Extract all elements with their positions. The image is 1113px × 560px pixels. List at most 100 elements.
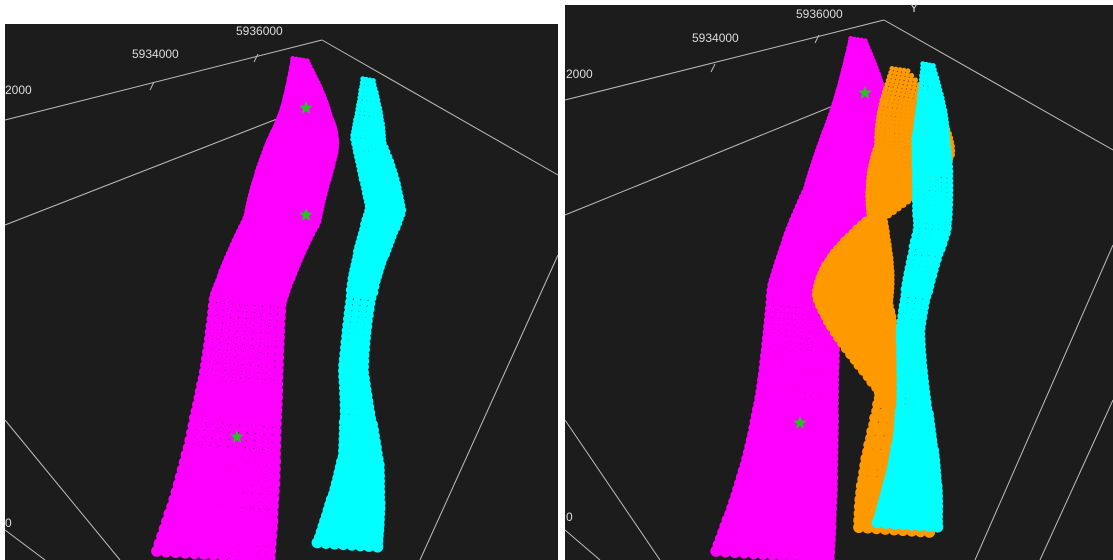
point <box>785 550 797 560</box>
point <box>916 159 923 167</box>
point <box>909 73 915 78</box>
point <box>923 184 931 192</box>
point <box>238 416 249 427</box>
point <box>886 73 893 79</box>
point <box>905 104 911 111</box>
point <box>922 77 929 83</box>
point <box>884 81 890 87</box>
point <box>894 136 901 143</box>
point <box>889 123 896 130</box>
point <box>900 104 907 110</box>
axis-label: 5934000 <box>692 31 739 45</box>
point <box>940 148 947 155</box>
point <box>254 417 266 428</box>
point <box>912 81 918 87</box>
viewport: 5936000 5934000 2000 0 <box>4 24 559 560</box>
point <box>151 545 163 557</box>
point <box>930 90 936 96</box>
axis-label: 2000 <box>5 83 32 97</box>
point <box>370 78 376 84</box>
point <box>927 66 933 72</box>
point <box>916 164 924 172</box>
point <box>898 120 905 127</box>
point <box>889 136 896 143</box>
marker <box>858 86 872 99</box>
point <box>941 158 948 165</box>
point <box>262 440 273 451</box>
point <box>898 79 905 85</box>
point <box>939 139 946 146</box>
point <box>823 552 835 560</box>
point <box>923 170 931 178</box>
point <box>362 91 368 97</box>
point <box>907 80 913 86</box>
point <box>262 433 273 444</box>
point <box>879 135 886 142</box>
point <box>254 552 267 560</box>
point <box>273 378 284 389</box>
point <box>920 141 928 148</box>
point <box>230 415 241 427</box>
point <box>894 128 900 135</box>
point <box>934 138 942 145</box>
point <box>916 136 923 143</box>
point <box>916 140 923 148</box>
point <box>917 169 925 177</box>
point <box>897 67 903 73</box>
point <box>935 147 943 155</box>
point <box>908 113 915 120</box>
point <box>888 518 901 530</box>
point <box>354 539 367 552</box>
point <box>940 181 948 189</box>
point <box>875 117 882 124</box>
point <box>893 82 899 89</box>
point <box>894 79 900 85</box>
point <box>893 66 899 72</box>
point <box>889 127 896 134</box>
point <box>931 156 938 164</box>
point <box>929 185 937 192</box>
point <box>929 180 937 188</box>
point <box>916 145 923 152</box>
axis-label: 2000 <box>566 67 593 81</box>
point <box>271 426 282 437</box>
point <box>895 75 901 81</box>
point <box>924 105 930 111</box>
point <box>366 92 372 98</box>
point <box>914 519 927 532</box>
point <box>884 135 891 142</box>
point <box>895 111 901 118</box>
viewport: 5936000 5934000 2000 Y 0 <box>564 1 1113 560</box>
point <box>921 92 928 99</box>
point <box>729 546 741 558</box>
point <box>925 89 932 96</box>
point <box>363 540 375 552</box>
point-cloud <box>710 36 956 560</box>
point <box>925 137 932 144</box>
point <box>270 448 282 460</box>
point <box>262 425 274 436</box>
point <box>253 439 264 451</box>
point <box>911 149 918 157</box>
point <box>892 70 898 76</box>
point <box>766 549 779 560</box>
point <box>929 170 936 178</box>
point <box>928 109 935 116</box>
point <box>884 118 891 125</box>
point <box>904 76 910 82</box>
point <box>921 96 927 103</box>
point <box>371 81 377 87</box>
point <box>246 424 257 435</box>
point <box>813 552 826 560</box>
point <box>277 300 287 310</box>
point <box>932 71 938 77</box>
point <box>261 447 273 459</box>
point <box>897 518 909 531</box>
point-cloud <box>151 56 407 560</box>
point <box>936 152 943 160</box>
point <box>346 539 358 551</box>
point <box>367 81 373 87</box>
point <box>940 172 948 179</box>
marker <box>230 430 244 443</box>
point <box>899 75 906 81</box>
